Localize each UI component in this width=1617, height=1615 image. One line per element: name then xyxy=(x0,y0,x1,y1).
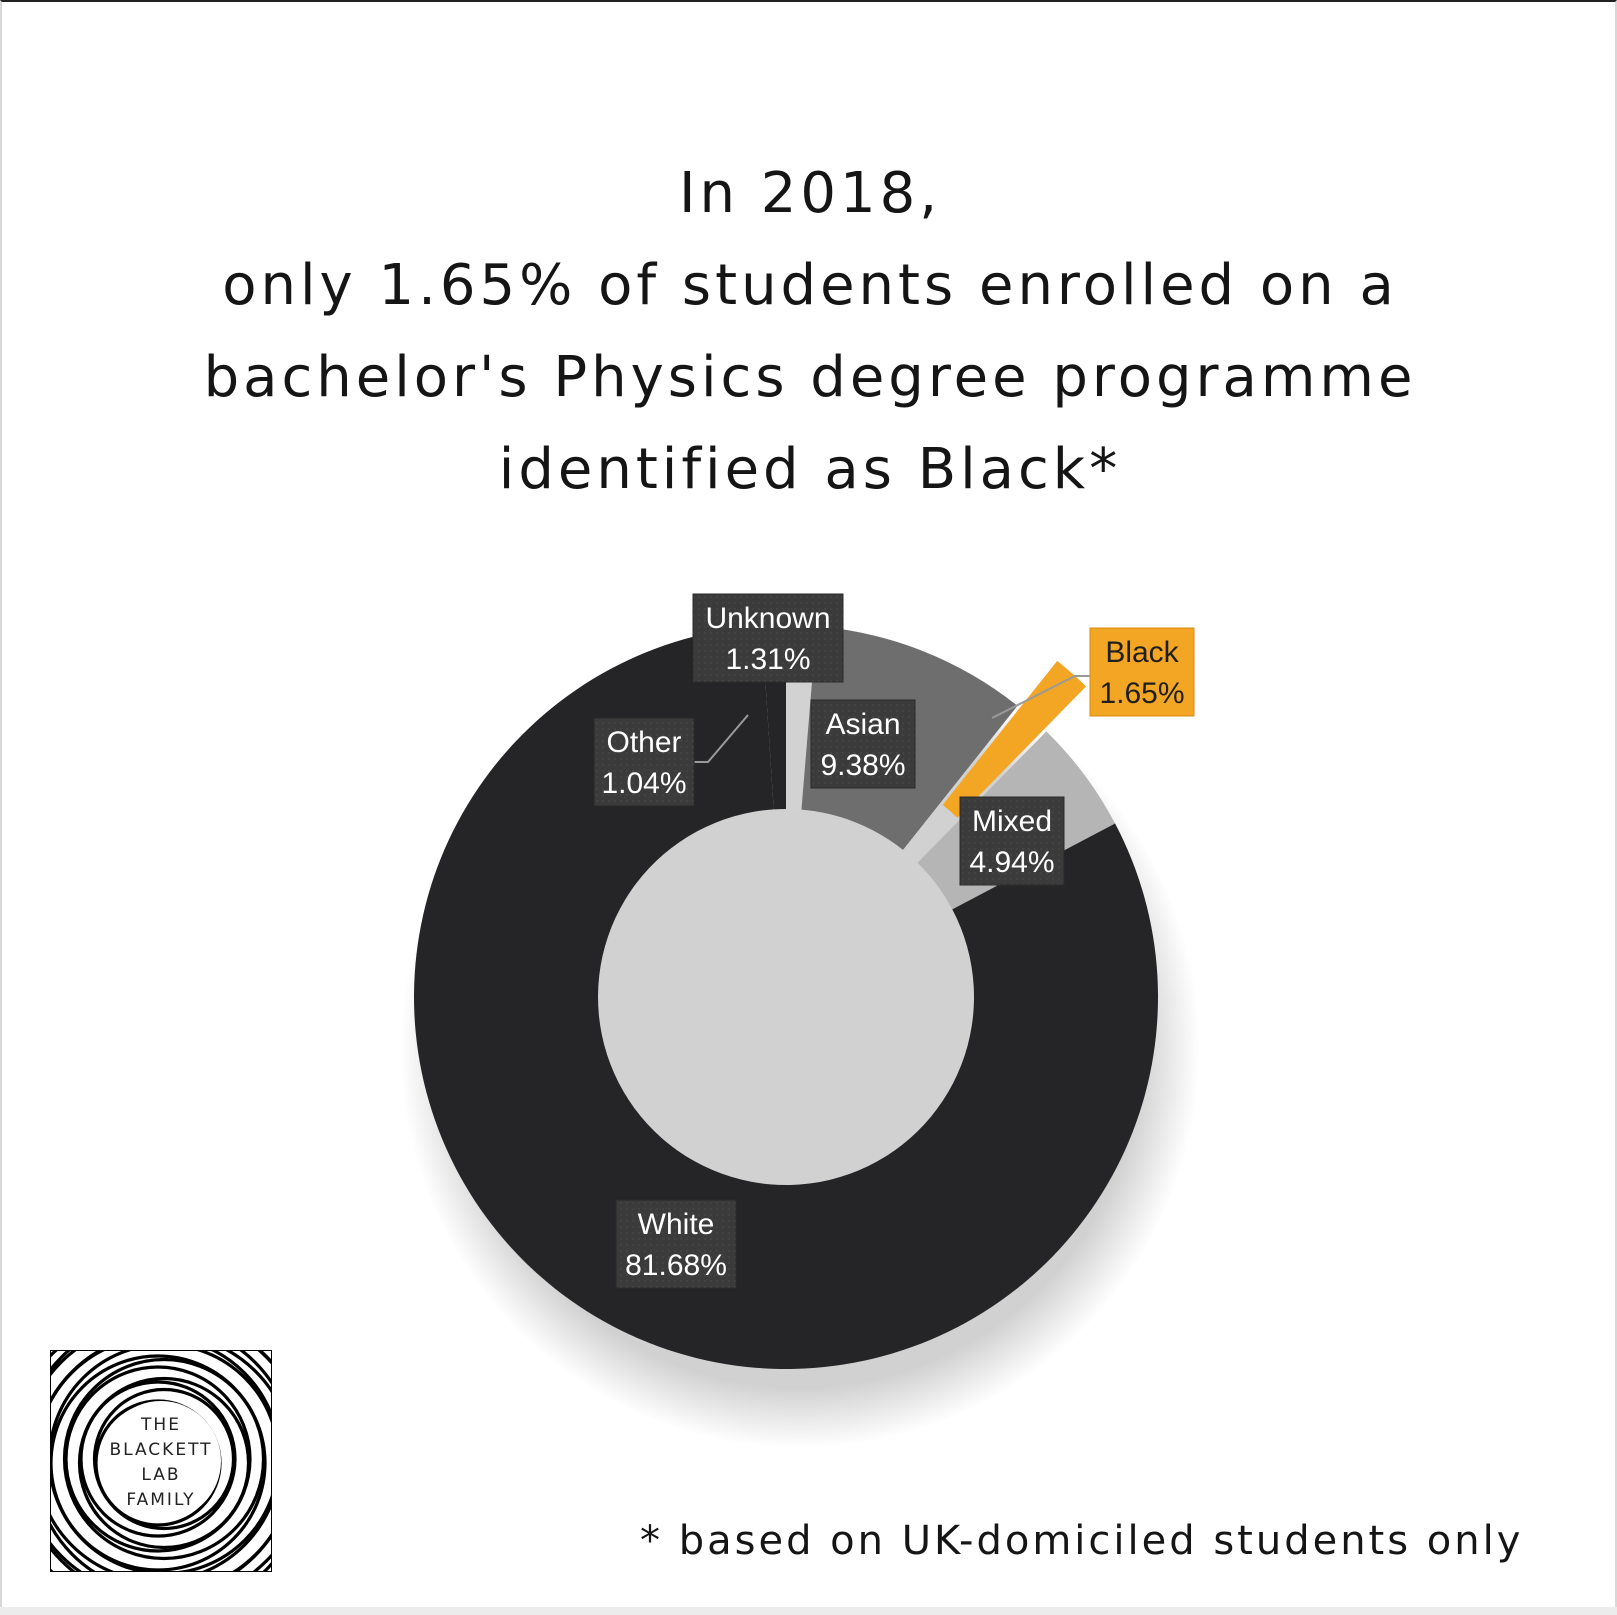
leader-line-other xyxy=(694,714,749,763)
logo-swirl-icon xyxy=(50,1350,272,1572)
chart-title: In 2018, only 1.65% of students enrolled… xyxy=(60,148,1560,516)
data-label-unknown: Unknown 1.31% xyxy=(692,593,844,683)
leader-line-black xyxy=(991,675,1090,719)
title-line-2: only 1.65% of students enrolled on a xyxy=(222,253,1398,318)
label-value-other: 1.04% xyxy=(601,767,686,800)
title-line-3: bachelor's Physics degree programme xyxy=(203,345,1417,410)
label-name-unknown: Unknown xyxy=(705,602,830,635)
logo-text-1: THE xyxy=(140,1415,181,1435)
slice-white xyxy=(413,625,1158,1369)
slice-labels: Unknown 1.31% Asian 9.38% Black 1.65% Mixed 4.9… xyxy=(593,593,1195,1289)
footnote: * based on UK-domiciled students only xyxy=(640,1518,1524,1564)
title-line-4: identified as Black* xyxy=(498,437,1122,502)
label-value-mixed: 4.94% xyxy=(969,846,1054,879)
label-texture-unknown xyxy=(693,594,843,682)
data-label-other: Other 1.04% xyxy=(593,717,695,807)
label-texture-white xyxy=(616,1200,736,1288)
logo-text-3: LAB xyxy=(141,1465,180,1485)
data-label-white: White 81.68% xyxy=(615,1199,737,1289)
label-name-asian: Asian xyxy=(825,708,900,741)
title-line-1: In 2018, xyxy=(678,161,942,226)
data-label-asian: Asian 9.38% xyxy=(810,699,916,789)
data-label-black: Black 1.65% xyxy=(1089,627,1195,717)
logo-text-2: BLACKETT xyxy=(109,1440,212,1460)
label-value-asian: 9.38% xyxy=(820,749,905,782)
label-value-black: 1.65% xyxy=(1099,677,1184,710)
logo-text-4: FAMILY xyxy=(126,1490,195,1510)
label-name-other: Other xyxy=(606,726,681,759)
label-value-white: 81.68% xyxy=(625,1249,727,1282)
label-name-white: White xyxy=(638,1208,715,1241)
data-label-mixed: Mixed 4.94% xyxy=(959,796,1065,886)
bottom-bar xyxy=(0,1607,1617,1615)
slice-black xyxy=(942,660,1087,818)
label-value-unknown: 1.31% xyxy=(725,643,810,676)
label-name-mixed: Mixed xyxy=(972,805,1052,838)
label-texture-other xyxy=(594,718,694,806)
label-name-black: Black xyxy=(1105,636,1179,669)
blackett-lab-logo: THE BLACKETT LAB FAMILY xyxy=(50,1350,272,1572)
label-box-black xyxy=(1089,627,1195,717)
label-texture-mixed xyxy=(960,797,1064,885)
label-leader-lines xyxy=(694,675,1090,763)
label-texture-asian xyxy=(811,700,915,788)
